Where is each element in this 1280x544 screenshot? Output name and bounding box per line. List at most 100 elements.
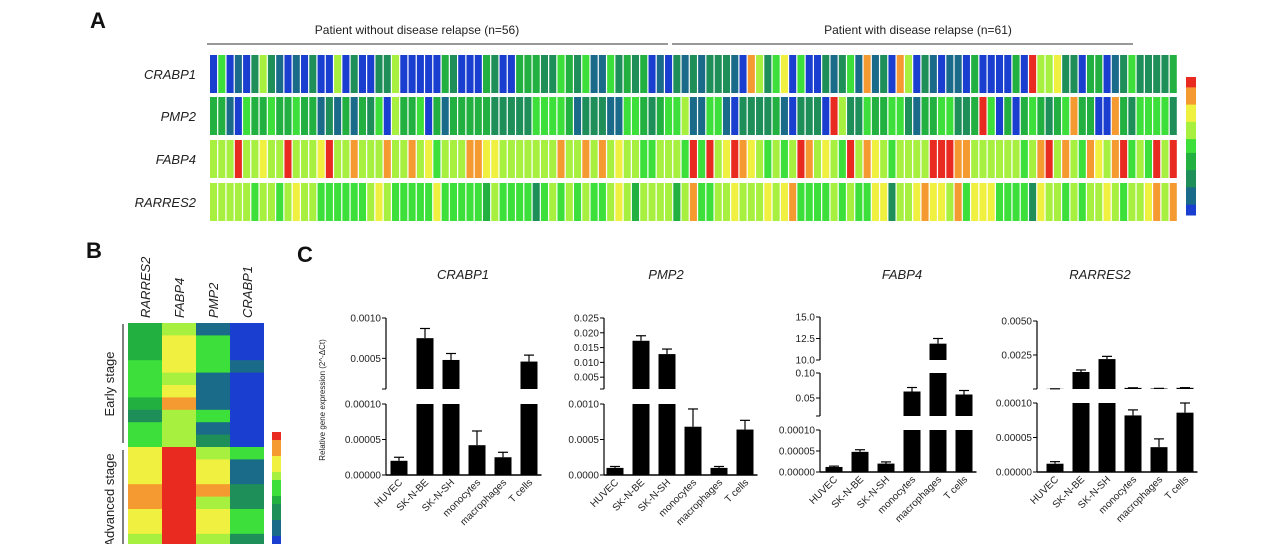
heatmap-cell-crabp1 xyxy=(648,55,656,93)
colorbar-swatch xyxy=(272,432,281,441)
y-tick-label: 15.0 xyxy=(796,313,816,324)
heatmap-cell-crabp1 xyxy=(962,55,970,93)
heatmap-cell-crabp1 xyxy=(325,55,333,93)
y-tick-label: 0.0005 xyxy=(350,354,381,365)
heatmap-cell-fabp4 xyxy=(1111,140,1119,178)
heatmap-cell-pmp2 xyxy=(196,459,230,473)
panel-letter-a: A xyxy=(90,8,106,33)
colorbar-swatch xyxy=(1186,146,1196,150)
bar-monocytes xyxy=(468,445,486,475)
bar-macrophages xyxy=(494,457,512,475)
heatmap-cell-rarres2 xyxy=(706,183,714,221)
heatmap-cell-rarres2 xyxy=(673,183,681,221)
group-label-advanced: Advanced stage xyxy=(102,453,117,544)
heatmap-cell-pmp2 xyxy=(474,97,482,135)
heatmap-cell-fabp4 xyxy=(780,140,788,178)
heatmap-cell-rarres2 xyxy=(913,183,921,221)
heatmap-cell-pmp2 xyxy=(880,97,888,135)
y-tick-label: 0.0050 xyxy=(1001,317,1032,328)
heatmap-cell-crabp1 xyxy=(458,55,466,93)
heatmap-cell-rarres2 xyxy=(276,183,284,221)
heatmap-cell-pmp2 xyxy=(648,97,656,135)
heatmap-cell-pmp2 xyxy=(722,97,731,135)
colorbar-swatch xyxy=(272,528,281,537)
bar-t-cells xyxy=(955,430,973,472)
col-label-fabp4: FABP4 xyxy=(172,278,187,318)
x-tick-label: T cells xyxy=(723,477,751,505)
colorbar-swatch xyxy=(1186,128,1196,133)
heatmap-cell-crabp1 xyxy=(747,55,755,93)
heatmap-cell-fabp4 xyxy=(400,140,408,178)
bar-macrophages xyxy=(1150,447,1168,472)
x-tick-label: T cells xyxy=(1163,474,1191,502)
heatmap-cell-crabp1 xyxy=(656,55,664,93)
heatmap-cell-fabp4 xyxy=(665,140,673,178)
heatmap-cell-pmp2 xyxy=(458,97,466,135)
heatmap-cell-pmp2 xyxy=(756,97,764,135)
heatmap-cell-rarres2 xyxy=(904,183,913,221)
heatmap-cell-rarres2 xyxy=(433,183,441,221)
y-tick-label: 0.015 xyxy=(574,343,599,354)
heatmap-cell-fabp4 xyxy=(962,140,970,178)
heatmap-cell-crabp1 xyxy=(1161,55,1169,93)
y-tick-label: 0.020 xyxy=(574,328,599,339)
heatmap-cell-crabp1 xyxy=(251,55,259,93)
heatmap-cell-rarres2 xyxy=(698,183,706,221)
heatmap-cell-crabp1 xyxy=(230,372,264,386)
heatmap-cell-fabp4 xyxy=(243,140,251,178)
heatmap-cell-rarres2 xyxy=(524,183,532,221)
heatmap-cell-crabp1 xyxy=(524,55,532,93)
heatmap-cell-fabp4 xyxy=(706,140,714,178)
y-tick-label: 0.10 xyxy=(796,369,816,380)
heatmap-cell-fabp4 xyxy=(1004,140,1012,178)
bar-sk-n-be xyxy=(1072,372,1090,389)
heatmap-cell-pmp2 xyxy=(929,97,937,135)
heatmap-cell-crabp1 xyxy=(1153,55,1161,93)
heatmap-cell-crabp1 xyxy=(259,55,267,93)
heatmap-cell-crabp1 xyxy=(284,55,292,93)
bar-monocytes xyxy=(903,430,921,472)
heatmap-cell-fabp4 xyxy=(162,471,196,485)
heatmap-cell-crabp1 xyxy=(491,55,499,93)
heatmap-cell-fabp4 xyxy=(162,397,196,411)
colorbar-swatch xyxy=(1186,118,1196,123)
heatmap-cell-fabp4 xyxy=(913,140,921,178)
heatmap-cell-rarres2 xyxy=(474,183,482,221)
heatmap-cell-rarres2 xyxy=(888,183,896,221)
colorbar-swatch xyxy=(1186,173,1196,178)
heatmap-cell-fabp4 xyxy=(888,140,896,178)
heatmap-cell-pmp2 xyxy=(218,97,226,135)
heatmap-cell-pmp2 xyxy=(1012,97,1020,135)
heatmap-cell-fabp4 xyxy=(764,140,772,178)
heatmap-cell-fabp4 xyxy=(582,140,590,178)
heatmap-cell-fabp4 xyxy=(871,140,879,178)
heatmap-cell-rarres2 xyxy=(648,183,656,221)
heatmap-cell-rarres2 xyxy=(408,183,416,221)
colorbar-swatch xyxy=(1186,166,1196,171)
heatmap-cell-pmp2 xyxy=(196,533,230,544)
heatmap-cell-crabp1 xyxy=(1012,55,1020,93)
heatmap-cell-fabp4 xyxy=(383,140,391,178)
heatmap-cell-rarres2 xyxy=(532,183,540,221)
heatmap-cell-fabp4 xyxy=(896,140,904,178)
heatmap-cell-fabp4 xyxy=(946,140,954,178)
heatmap-cell-pmp2 xyxy=(234,97,242,135)
heatmap-cell-crabp1 xyxy=(392,55,400,93)
heatmap-cell-rarres2 xyxy=(1020,183,1028,221)
bar-sk-n-be xyxy=(416,338,434,389)
heatmap-cell-fabp4 xyxy=(292,140,300,178)
heatmap-cell-pmp2 xyxy=(1120,97,1128,135)
heatmap-cell-rarres2 xyxy=(962,183,970,221)
heatmap-cell-rarres2 xyxy=(971,183,979,221)
heatmap-cell-crabp1 xyxy=(230,447,264,460)
y-tick-label: 0.00010 xyxy=(345,400,382,411)
bar-monocytes xyxy=(903,391,921,416)
heatmap-cell-crabp1 xyxy=(230,484,264,497)
heatmap-cell-rarres2 xyxy=(574,183,582,221)
heatmap-cell-fabp4 xyxy=(162,422,196,435)
heatmap-cell-rarres2 xyxy=(549,183,557,221)
bar-sk-n-sh xyxy=(658,354,676,389)
heatmap-cell-crabp1 xyxy=(358,55,366,93)
heatmap-cell-fabp4 xyxy=(1045,140,1053,178)
heatmap-cell-crabp1 xyxy=(230,409,264,423)
